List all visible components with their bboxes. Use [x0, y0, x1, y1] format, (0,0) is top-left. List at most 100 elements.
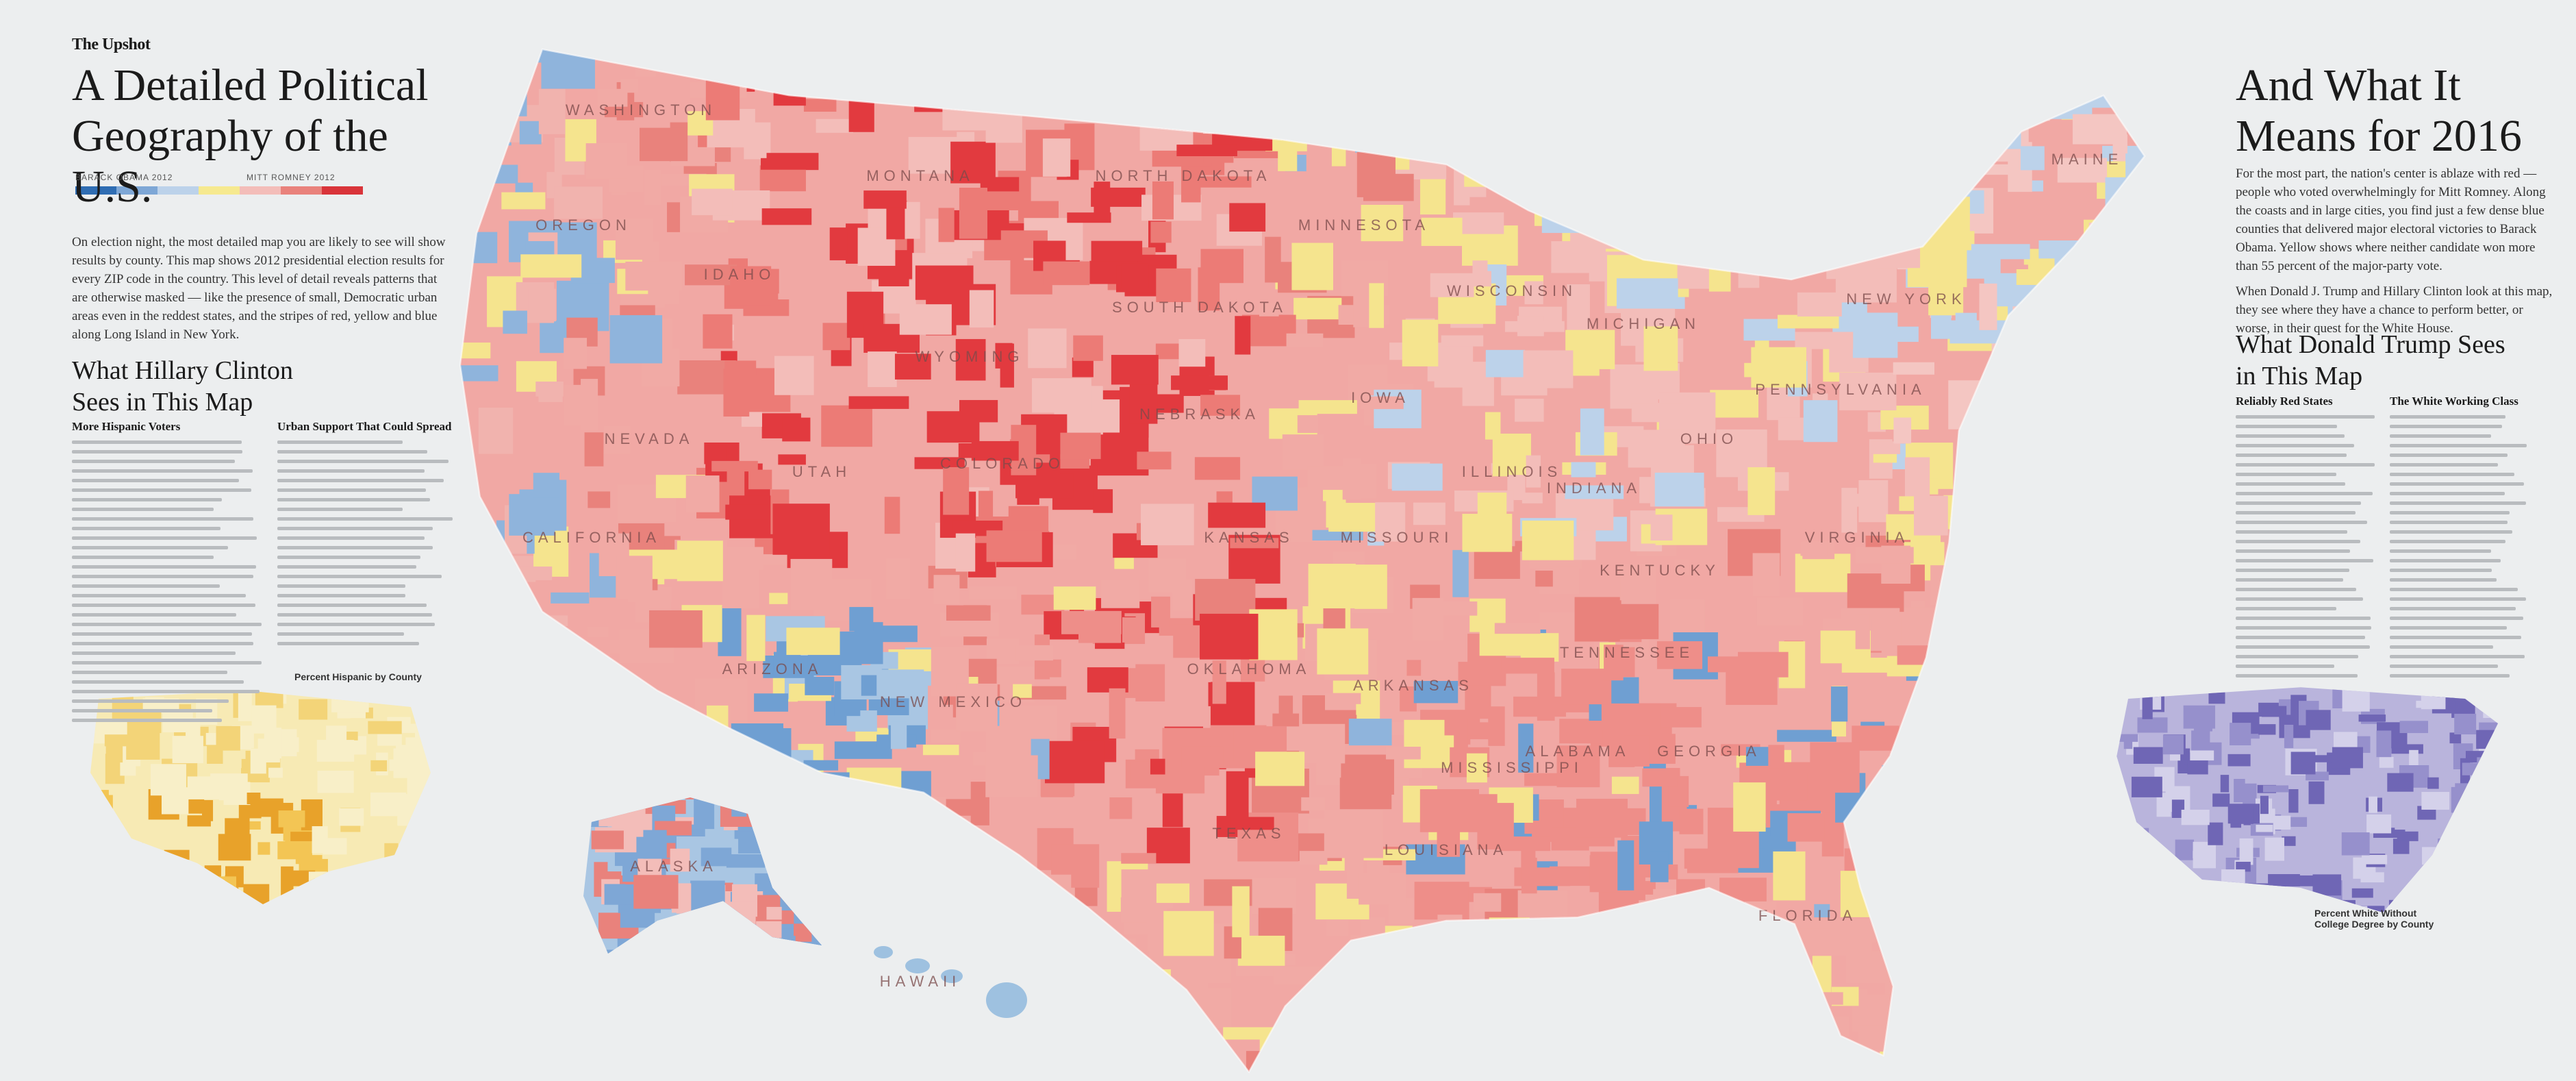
- county-patch: [720, 960, 742, 975]
- county-patch: [2162, 734, 2184, 755]
- text-line: [72, 450, 243, 453]
- county-patch: [2193, 851, 2213, 858]
- county-patch: [169, 868, 199, 881]
- county-patch: [724, 360, 757, 375]
- county-patch: [1791, 53, 1837, 66]
- county-patch: [1111, 355, 1159, 385]
- county-patch: [1699, 1067, 1722, 1072]
- county-patch: [1223, 1027, 1276, 1040]
- county-patch: [725, 504, 769, 520]
- county-patch: [756, 921, 782, 939]
- county-patch: [740, 964, 775, 991]
- intro-right: For the most part, the nation's center i…: [2236, 164, 2558, 338]
- county-patch: [2047, 431, 2073, 459]
- county-patch: [633, 875, 679, 909]
- county-patch: [1975, 448, 2028, 480]
- county-patch: [2097, 419, 2137, 436]
- text-line: [277, 479, 444, 482]
- county-patch: [554, 186, 603, 219]
- county-patch: [2013, 931, 2062, 955]
- county-patch: [1893, 362, 1935, 375]
- county-patch: [1485, 412, 1501, 440]
- county-patch: [1917, 976, 1967, 1010]
- county-patch: [821, 405, 872, 447]
- county-patch: [299, 699, 328, 720]
- county-patch: [1025, 902, 1048, 950]
- county-patch: [955, 533, 976, 572]
- county-patch: [2021, 803, 2067, 848]
- state-label: KANSAS: [1204, 529, 1293, 546]
- county-patch: [460, 609, 494, 625]
- county-patch: [949, 1077, 965, 1081]
- county-patch: [533, 680, 554, 728]
- county-patch: [723, 1066, 761, 1072]
- county-patch: [604, 884, 626, 905]
- text-line: [2236, 415, 2375, 419]
- county-patch: [616, 556, 653, 599]
- legend-right: MITT ROMNEY 2012: [247, 173, 336, 182]
- county-patch: [794, 923, 812, 942]
- inset-title: Percent White Without College Degree by …: [2314, 908, 2434, 930]
- text-line: [72, 623, 262, 626]
- county-patch: [560, 832, 591, 852]
- county-patch: [2256, 825, 2273, 832]
- county-patch: [1708, 258, 1731, 292]
- county-patch: [509, 677, 536, 721]
- text-line: [72, 642, 253, 645]
- text-line: [277, 565, 416, 569]
- county-patch: [824, 874, 853, 897]
- county-patch: [2480, 854, 2498, 876]
- state-label: NORTH DAKOTA: [1096, 167, 1272, 184]
- county-patch: [1146, 49, 1167, 73]
- text-line: [2390, 607, 2516, 610]
- county-patch: [801, 839, 819, 855]
- county-patch: [2332, 747, 2363, 769]
- county-patch: [752, 797, 794, 806]
- county-patch: [1492, 433, 1531, 477]
- column: More Hispanic Voters: [72, 419, 264, 728]
- county-patch: [2387, 773, 2414, 792]
- title-left: A Detailed Political Geography of the U.…: [72, 60, 429, 212]
- county-patch: [90, 719, 127, 735]
- county-patch: [833, 980, 867, 995]
- county-patch: [1906, 614, 1951, 634]
- county-patch: [675, 757, 733, 769]
- text-line: [72, 680, 244, 684]
- county-patch: [1893, 417, 1912, 444]
- county-patch: [1135, 664, 1165, 701]
- county-patch: [1530, 77, 1565, 97]
- county-patch: [2059, 953, 2107, 1005]
- county-patch: [933, 575, 960, 605]
- subhead: Reliably Red States: [2236, 395, 2333, 408]
- county-patch: [2490, 881, 2498, 892]
- county-patch: [1000, 343, 1014, 388]
- county-patch: [2308, 781, 2325, 804]
- paragraph: When Donald J. Trump and Hillary Clinton…: [2236, 284, 2553, 336]
- state-label: TEXAS: [1212, 825, 1285, 842]
- county-patch: [2236, 861, 2251, 872]
- county-patch: [606, 956, 622, 976]
- text-line: [2236, 540, 2361, 543]
- county-patch: [2130, 619, 2145, 634]
- county-patch: [1735, 1045, 1774, 1072]
- county-patch: [955, 338, 986, 381]
- county-patch: [1061, 610, 1122, 634]
- county-patch: [1679, 808, 1704, 834]
- county-patch: [766, 906, 782, 920]
- county-patch: [1056, 1049, 1117, 1072]
- county-patch: [1680, 989, 1713, 1029]
- county-patch: [1212, 101, 1273, 151]
- county-patch: [1050, 1067, 1093, 1072]
- county-patch: [478, 408, 514, 454]
- county-patch: [2058, 635, 2102, 654]
- text-line: [2236, 569, 2350, 572]
- county-patch: [985, 1067, 1047, 1072]
- county-patch: [2132, 390, 2145, 421]
- text-line: [2390, 645, 2493, 649]
- state-label: ILLINOIS: [1462, 463, 1562, 480]
- county-patch: [2405, 895, 2435, 906]
- county-patch: [1777, 314, 1839, 329]
- county-patch: [1684, 967, 1730, 1006]
- county-patch: [206, 887, 239, 904]
- county-patch: [1354, 114, 1382, 153]
